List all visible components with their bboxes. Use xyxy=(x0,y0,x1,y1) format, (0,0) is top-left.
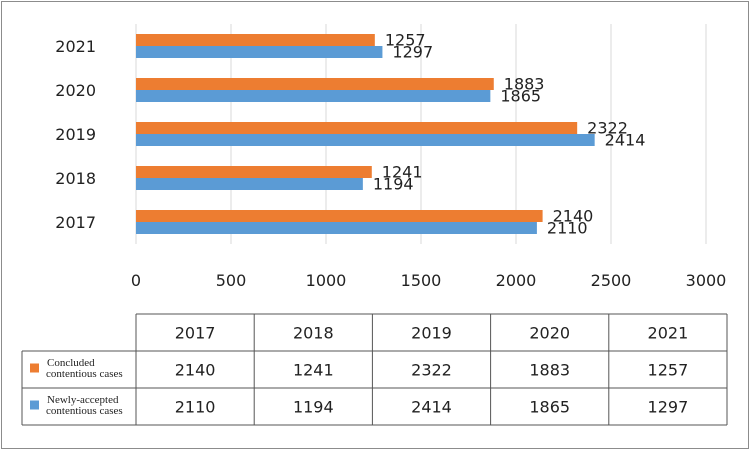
table-header-cell: 2018 xyxy=(293,324,334,343)
x-tick-label: 1500 xyxy=(401,271,442,290)
data-label: 1865 xyxy=(500,87,541,106)
bar xyxy=(136,210,543,222)
x-tick-label: 3000 xyxy=(686,271,727,290)
table-value-cell: 1241 xyxy=(293,361,334,380)
bar xyxy=(136,46,383,58)
table-value-cell: 2322 xyxy=(411,361,452,380)
data-label: 1257 xyxy=(385,31,426,50)
table-value-cell: 1194 xyxy=(293,398,334,417)
legend-swatch xyxy=(30,400,39,410)
bar xyxy=(136,90,491,102)
data-label: 2414 xyxy=(605,131,646,150)
bar xyxy=(136,122,578,134)
gridlines xyxy=(135,24,707,244)
data-label: 2110 xyxy=(547,219,588,238)
bar xyxy=(136,78,494,90)
data-label: 1241 xyxy=(382,163,423,182)
data-label: 1194 xyxy=(373,175,414,194)
x-tick-label: 500 xyxy=(216,271,247,290)
x-axis-labels: 0 500 1000 1500 2000 2500 3000 xyxy=(131,271,726,290)
table-header-cell: 2021 xyxy=(648,324,689,343)
data-label: 2322 xyxy=(587,119,628,138)
data-label: 2140 xyxy=(553,207,594,226)
data-label: 1297 xyxy=(392,43,433,62)
y-tick-label: 2021 xyxy=(55,37,96,56)
legend-swatch xyxy=(30,363,39,373)
legend-label: contentious cases xyxy=(46,405,123,417)
legend-label: Newly-accepted xyxy=(47,394,119,406)
y-tick-label: 2019 xyxy=(55,125,96,144)
bar xyxy=(136,166,372,178)
data-label: 1883 xyxy=(504,75,545,94)
y-tick-label: 2018 xyxy=(55,169,96,188)
table-value-cell: 2110 xyxy=(175,398,216,417)
table-value-cell: 2414 xyxy=(411,398,452,417)
data-table: 2017 2018 2019 2020 2021Concludedcontentious… xyxy=(21,313,728,426)
table-header-cell: 2020 xyxy=(529,324,570,343)
bar xyxy=(136,134,595,146)
table-value-cell: 1865 xyxy=(529,398,570,417)
legend-label: Concluded xyxy=(47,357,95,369)
y-tick-label: 2017 xyxy=(55,213,96,232)
table-header-cell: 2019 xyxy=(411,324,452,343)
legend-label: contentious cases xyxy=(46,368,123,380)
bar xyxy=(136,178,363,190)
x-tick-label: 1000 xyxy=(306,271,347,290)
bar xyxy=(136,222,537,234)
x-tick-label: 2000 xyxy=(496,271,537,290)
table-value-cell: 1257 xyxy=(648,361,689,380)
x-tick-label: 2500 xyxy=(591,271,632,290)
x-tick-label: 0 xyxy=(131,271,141,290)
table-value-cell: 2140 xyxy=(175,361,216,380)
table-value-cell: 1883 xyxy=(529,361,570,380)
bar xyxy=(136,34,375,46)
table-header-cell: 2017 xyxy=(175,324,216,343)
y-tick-label: 2020 xyxy=(55,81,96,100)
table-value-cell: 1297 xyxy=(648,398,689,417)
y-axis-labels: 2017 2018 2019 2020 2021 xyxy=(55,37,96,232)
